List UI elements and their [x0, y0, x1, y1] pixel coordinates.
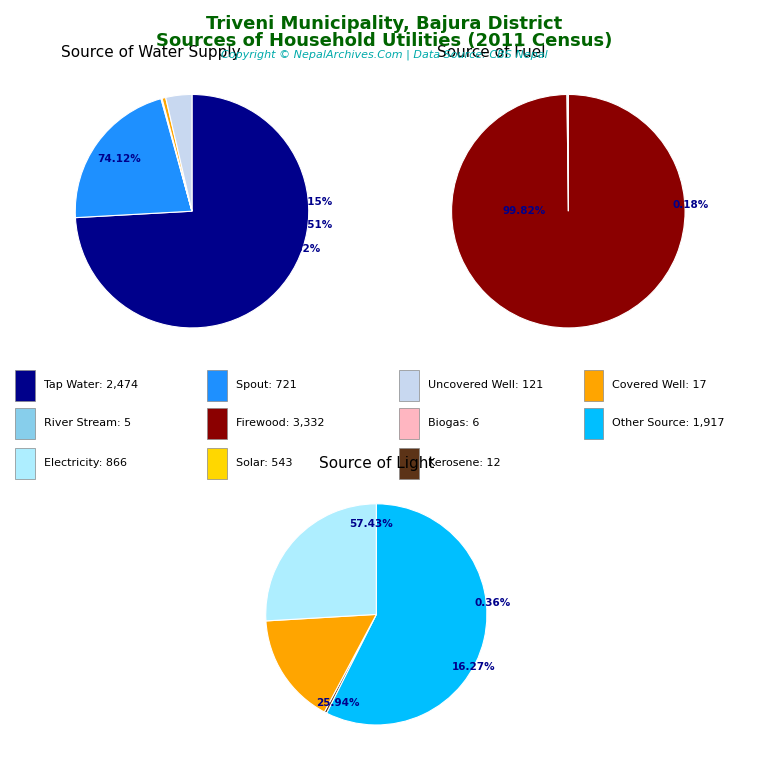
Text: 16.27%: 16.27%	[452, 663, 495, 673]
Bar	[207, 448, 227, 479]
Bar	[207, 370, 227, 401]
Bar	[399, 370, 419, 401]
Text: 0.51%: 0.51%	[296, 220, 333, 230]
Text: Biogas: 6: Biogas: 6	[428, 419, 479, 429]
Text: 0.15%: 0.15%	[296, 197, 333, 207]
Wedge shape	[324, 614, 376, 713]
Text: Kerosene: 12: Kerosene: 12	[428, 458, 501, 468]
Bar	[399, 448, 419, 479]
Text: 99.82%: 99.82%	[502, 206, 545, 217]
Wedge shape	[161, 98, 192, 211]
Wedge shape	[162, 98, 192, 211]
Wedge shape	[326, 504, 487, 725]
Text: Source of Fuel: Source of Fuel	[437, 45, 545, 60]
Wedge shape	[567, 94, 568, 211]
Wedge shape	[75, 94, 309, 328]
Title: Source of Light: Source of Light	[319, 456, 434, 471]
Text: Other Source: 1,917: Other Source: 1,917	[612, 419, 724, 429]
Text: 74.12%: 74.12%	[98, 154, 141, 164]
Text: 57.43%: 57.43%	[349, 518, 392, 528]
Text: Spout: 721: Spout: 721	[236, 380, 296, 390]
Text: 25.94%: 25.94%	[316, 698, 359, 708]
Wedge shape	[266, 614, 376, 712]
Text: 3.62%: 3.62%	[285, 243, 321, 253]
Wedge shape	[452, 94, 685, 328]
Text: Solar: 543: Solar: 543	[236, 458, 293, 468]
Text: Covered Well: 17: Covered Well: 17	[612, 380, 707, 390]
Text: River Stream: 5: River Stream: 5	[44, 419, 131, 429]
Bar	[15, 408, 35, 439]
Text: Copyright © NepalArchives.Com | Data Source: CBS Nepal: Copyright © NepalArchives.Com | Data Sou…	[220, 50, 548, 61]
Text: Electricity: 866: Electricity: 866	[44, 458, 127, 468]
Text: Tap Water: 2,474: Tap Water: 2,474	[44, 380, 138, 390]
Bar	[15, 448, 35, 479]
Text: 0.18%: 0.18%	[673, 200, 709, 210]
Bar	[207, 408, 227, 439]
Bar	[399, 408, 419, 439]
Text: 21.60%: 21.60%	[176, 309, 220, 319]
Text: Sources of Household Utilities (2011 Census): Sources of Household Utilities (2011 Cen…	[156, 32, 612, 50]
Bar	[584, 370, 603, 401]
Bar	[584, 408, 603, 439]
Wedge shape	[75, 98, 192, 217]
Text: Uncovered Well: 121: Uncovered Well: 121	[428, 380, 543, 390]
Wedge shape	[266, 504, 376, 621]
Wedge shape	[166, 94, 192, 211]
Text: Source of Water Supply: Source of Water Supply	[61, 45, 240, 60]
Text: 0.36%: 0.36%	[475, 598, 511, 608]
Bar	[15, 370, 35, 401]
Text: Triveni Municipality, Bajura District: Triveni Municipality, Bajura District	[206, 15, 562, 33]
Text: Firewood: 3,332: Firewood: 3,332	[236, 419, 324, 429]
